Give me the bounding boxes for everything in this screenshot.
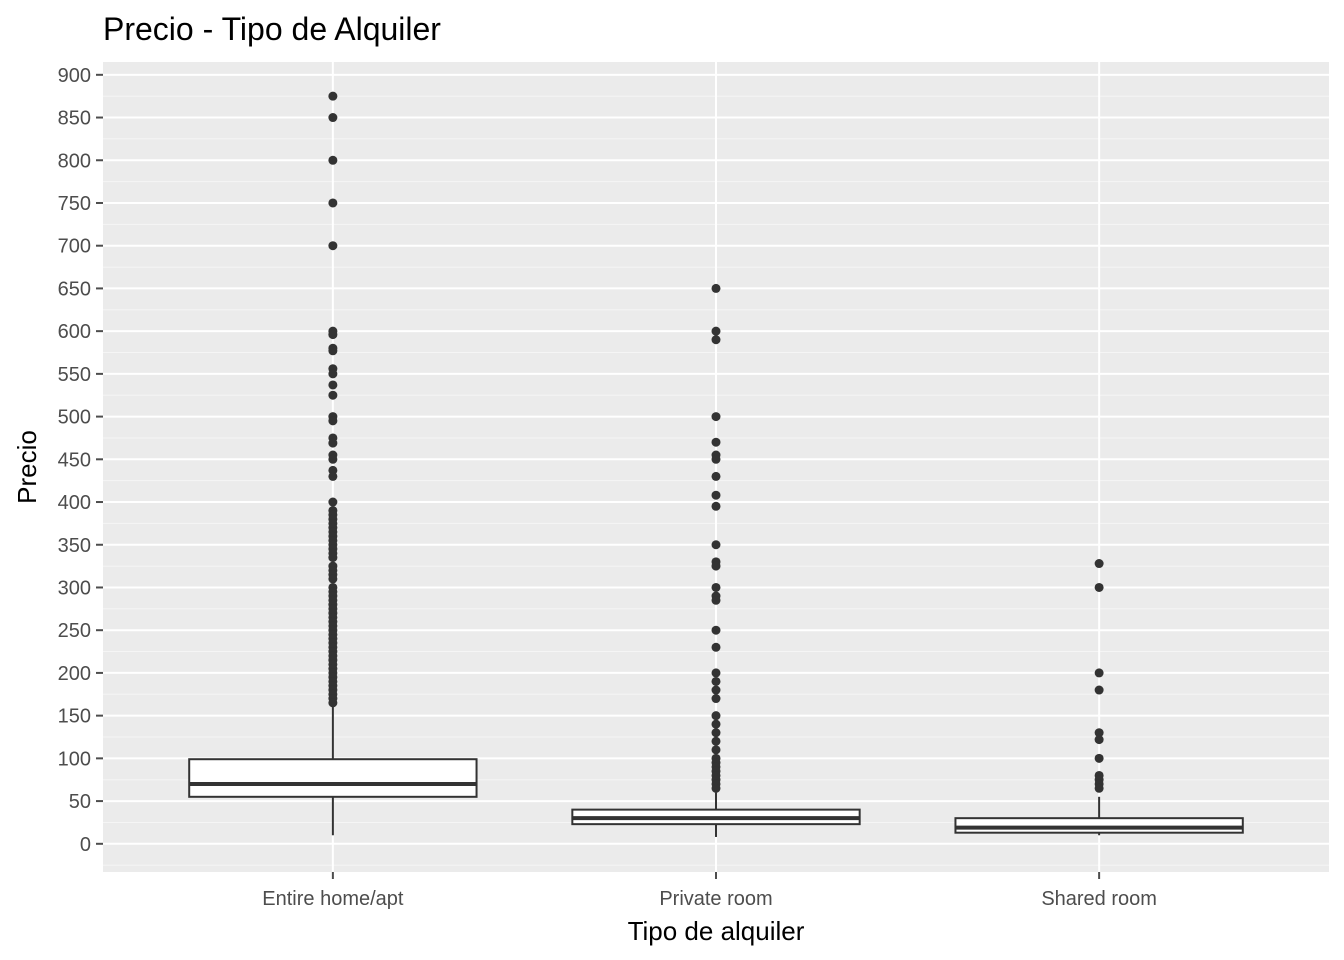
y-tick-label: 0 [80,834,91,856]
outlier-point [711,595,721,605]
outlier-point [328,416,338,426]
outlier-point [711,728,721,738]
outlier-point [711,685,721,695]
outlier-point [711,745,721,755]
outlier-point [328,113,338,123]
y-tick-label: 400 [58,492,91,514]
outlier-point [1094,668,1104,678]
y-tick-label: 600 [58,321,91,343]
outlier-point [1094,783,1104,793]
box-group [571,283,861,837]
y-tick-label: 900 [58,65,91,87]
outlier-point [711,676,721,686]
outlier-point [328,91,338,101]
y-tick-label: 550 [58,364,91,386]
outlier-point [711,668,721,678]
outlier-point [711,719,721,729]
y-tick-label: 850 [58,108,91,130]
x-tick-label: Shared room [1041,888,1157,910]
outlier-point [711,412,721,422]
outlier-point [711,471,721,481]
outlier-point [328,198,338,208]
y-tick-label: 700 [58,236,91,258]
y-tick-label: 500 [58,407,91,429]
y-tick-label: 800 [58,150,91,172]
x-tick-label: Private room [659,888,772,910]
outlier-point [711,454,721,464]
outlier-point [328,380,338,390]
outlier-point [1094,559,1104,569]
box-group [188,91,478,836]
y-tick-label: 50 [69,791,91,813]
chart-title: Precio - Tipo de Alquiler [103,11,441,47]
outlier-point [328,346,338,356]
y-tick-label: 750 [58,193,91,215]
outlier-point [328,553,338,563]
outlier-point [328,471,338,481]
x-axis: Entire home/apt Private room Shared room [262,872,1157,910]
y-tick-label: 300 [58,577,91,599]
y-tick-label: 150 [58,706,91,728]
outlier-point [711,335,721,345]
y-tick-label: 100 [58,748,91,770]
box-group [954,559,1244,836]
outlier-point [1094,735,1104,745]
box [954,817,1244,834]
y-tick-label: 650 [58,278,91,300]
outlier-point [711,501,721,511]
outlier-point [711,490,721,500]
boxes-layer [188,91,1244,837]
y-axis-title: Precio [12,430,42,504]
x-axis-title: Tipo de alquiler [628,916,805,946]
outlier-point [328,497,338,507]
outlier-point [1094,582,1104,592]
box [188,758,478,798]
outlier-point [711,625,721,635]
outlier-point [711,540,721,550]
outlier-point [711,736,721,746]
y-tick-label: 200 [58,663,91,685]
outlier-point [328,698,338,708]
x-tick-label: Entire home/apt [262,888,404,910]
outlier-point [328,438,338,448]
outlier-point [1094,728,1104,738]
outlier-point [711,582,721,592]
y-tick-label: 250 [58,620,91,642]
outlier-point [1094,685,1104,695]
outlier-point [328,390,338,400]
y-axis: 0 50 100 150 200 250 300 350 400 450 500 550 600 650 7… [58,65,103,856]
outlier-point [328,241,338,251]
outlier-point [711,642,721,652]
outlier-point [328,155,338,165]
outlier-point [328,454,338,464]
outlier-point [711,561,721,571]
y-tick-label: 350 [58,535,91,557]
outlier-point [1094,753,1104,763]
outlier-point [328,369,338,379]
outlier-point [328,330,338,340]
outlier-point [711,694,721,704]
outlier-point [328,574,338,584]
outlier-point [711,283,721,293]
outlier-point [711,783,721,793]
outlier-point [711,437,721,447]
outlier-point [711,326,721,336]
outlier-point [711,711,721,721]
y-tick-label: 450 [58,449,91,471]
